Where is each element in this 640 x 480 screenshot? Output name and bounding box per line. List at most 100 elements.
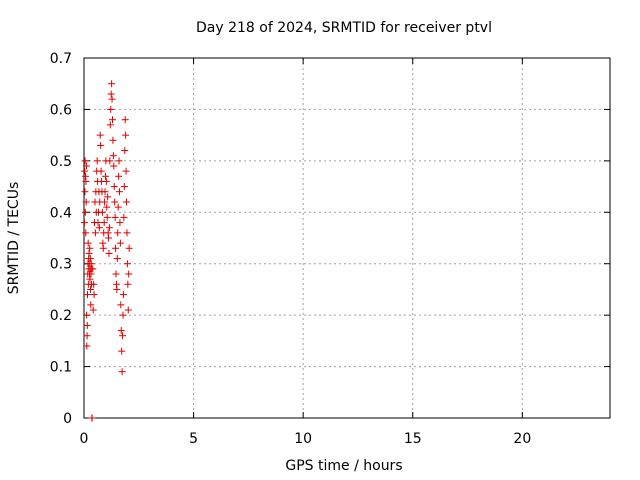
data-point — [83, 321, 91, 329]
data-point — [101, 172, 109, 180]
data-point — [103, 203, 111, 211]
grid-layer — [84, 58, 610, 418]
data-point — [111, 213, 119, 221]
data-point — [114, 203, 122, 211]
data-point — [87, 301, 95, 309]
data-point — [82, 229, 90, 237]
data-point — [108, 95, 116, 103]
x-tick-label: 15 — [404, 431, 422, 447]
data-point — [95, 224, 103, 232]
data-point — [97, 141, 105, 149]
data-point — [123, 198, 131, 206]
data-point — [116, 219, 124, 227]
data-point — [90, 280, 98, 288]
data-point — [83, 332, 91, 340]
x-tick-label: 5 — [189, 431, 198, 447]
y-tick-label: 0.2 — [50, 308, 72, 324]
data-point — [87, 270, 95, 278]
data-point — [121, 116, 129, 124]
y-axis-label: SRMTID / TECUs — [6, 182, 22, 295]
data-point — [91, 229, 99, 237]
data-point — [105, 224, 113, 232]
data-point — [84, 239, 92, 247]
data-point — [118, 368, 126, 376]
data-point — [119, 332, 127, 340]
data-point — [81, 188, 89, 196]
data-point — [124, 306, 132, 314]
data-point — [86, 244, 94, 252]
data-point — [115, 172, 123, 180]
data-point — [89, 306, 97, 314]
data-point — [82, 198, 90, 206]
data-point — [99, 244, 107, 252]
data-point — [119, 291, 127, 299]
data-point — [116, 188, 124, 196]
data-point — [108, 116, 116, 124]
data-point — [89, 265, 97, 273]
data-point — [117, 301, 125, 309]
y-tick-label: 0.1 — [50, 360, 72, 376]
data-point — [87, 285, 95, 293]
data-point — [81, 208, 89, 216]
data-point — [104, 193, 112, 201]
data-point — [81, 157, 89, 165]
data-point — [122, 131, 130, 139]
data-point — [119, 311, 127, 319]
y-tick-label: 0.7 — [50, 51, 72, 67]
data-point — [125, 244, 133, 252]
y-tick-label: 0.3 — [50, 257, 72, 273]
data-point — [82, 162, 90, 170]
data-point — [111, 198, 119, 206]
x-tick-label: 0 — [80, 431, 89, 447]
plot-frame — [83, 57, 611, 419]
data-point — [120, 183, 128, 191]
y-tick-label: 0.5 — [50, 154, 72, 170]
data-point — [84, 291, 92, 299]
data-point — [113, 255, 121, 263]
data-point — [97, 167, 105, 175]
data-point — [103, 213, 111, 221]
data-point — [86, 255, 94, 263]
data-point — [80, 219, 88, 227]
data-point — [116, 239, 124, 247]
data-point — [109, 136, 117, 144]
data-point — [122, 167, 130, 175]
data-point — [83, 311, 91, 319]
data-point — [82, 177, 90, 185]
data-point — [106, 157, 114, 165]
data-point — [105, 249, 113, 257]
data-point — [123, 229, 131, 237]
data-point — [90, 291, 98, 299]
tick-layer — [83, 57, 610, 419]
data-point — [114, 229, 122, 237]
x-axis-label: GPS time / hours — [285, 458, 402, 474]
data-point — [123, 260, 131, 268]
data-point — [108, 80, 116, 88]
y-tick-label: 0.6 — [50, 102, 72, 118]
data-point — [124, 280, 132, 288]
label-layer: 0 5 10 15 20 0 0.1 0.2 0.3 0.4 0.5 0.6 0.7 — [50, 51, 532, 447]
x-tick-label: 20 — [513, 431, 531, 447]
y-tick-label: 0 — [63, 411, 72, 427]
data-point — [94, 219, 102, 227]
x-tick-label: 10 — [294, 431, 312, 447]
data-point — [101, 188, 109, 196]
data-point — [110, 162, 118, 170]
data-point — [121, 147, 129, 155]
data-point — [81, 167, 89, 175]
data-point — [120, 213, 128, 221]
data-point — [112, 244, 120, 252]
data-point — [105, 234, 113, 242]
chart-title: Day 218 of 2024, SRMTID for receiver ptv… — [196, 20, 492, 36]
data-point — [88, 414, 96, 422]
data-point — [101, 198, 109, 206]
data-point — [115, 157, 123, 165]
data-point — [125, 270, 133, 278]
data-point — [96, 131, 104, 139]
data-point — [106, 121, 114, 129]
data-point — [113, 285, 121, 293]
data-point — [83, 342, 91, 350]
data-point — [107, 105, 115, 113]
data-point — [110, 183, 118, 191]
data-point — [102, 177, 110, 185]
